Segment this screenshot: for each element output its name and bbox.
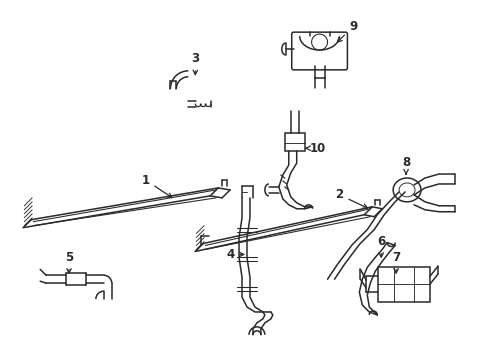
Text: 8: 8: [402, 156, 410, 174]
Text: 1: 1: [142, 174, 172, 198]
Text: 9: 9: [338, 20, 358, 42]
Bar: [378, 267, 430, 302]
Text: 3: 3: [191, 53, 199, 75]
Text: 7: 7: [392, 251, 400, 273]
Text: 2: 2: [335, 188, 368, 208]
Text: 6: 6: [377, 235, 385, 257]
Text: 4: 4: [226, 248, 244, 261]
Text: 5: 5: [65, 251, 73, 273]
Bar: [285, 133, 305, 151]
Text: 10: 10: [306, 142, 326, 155]
